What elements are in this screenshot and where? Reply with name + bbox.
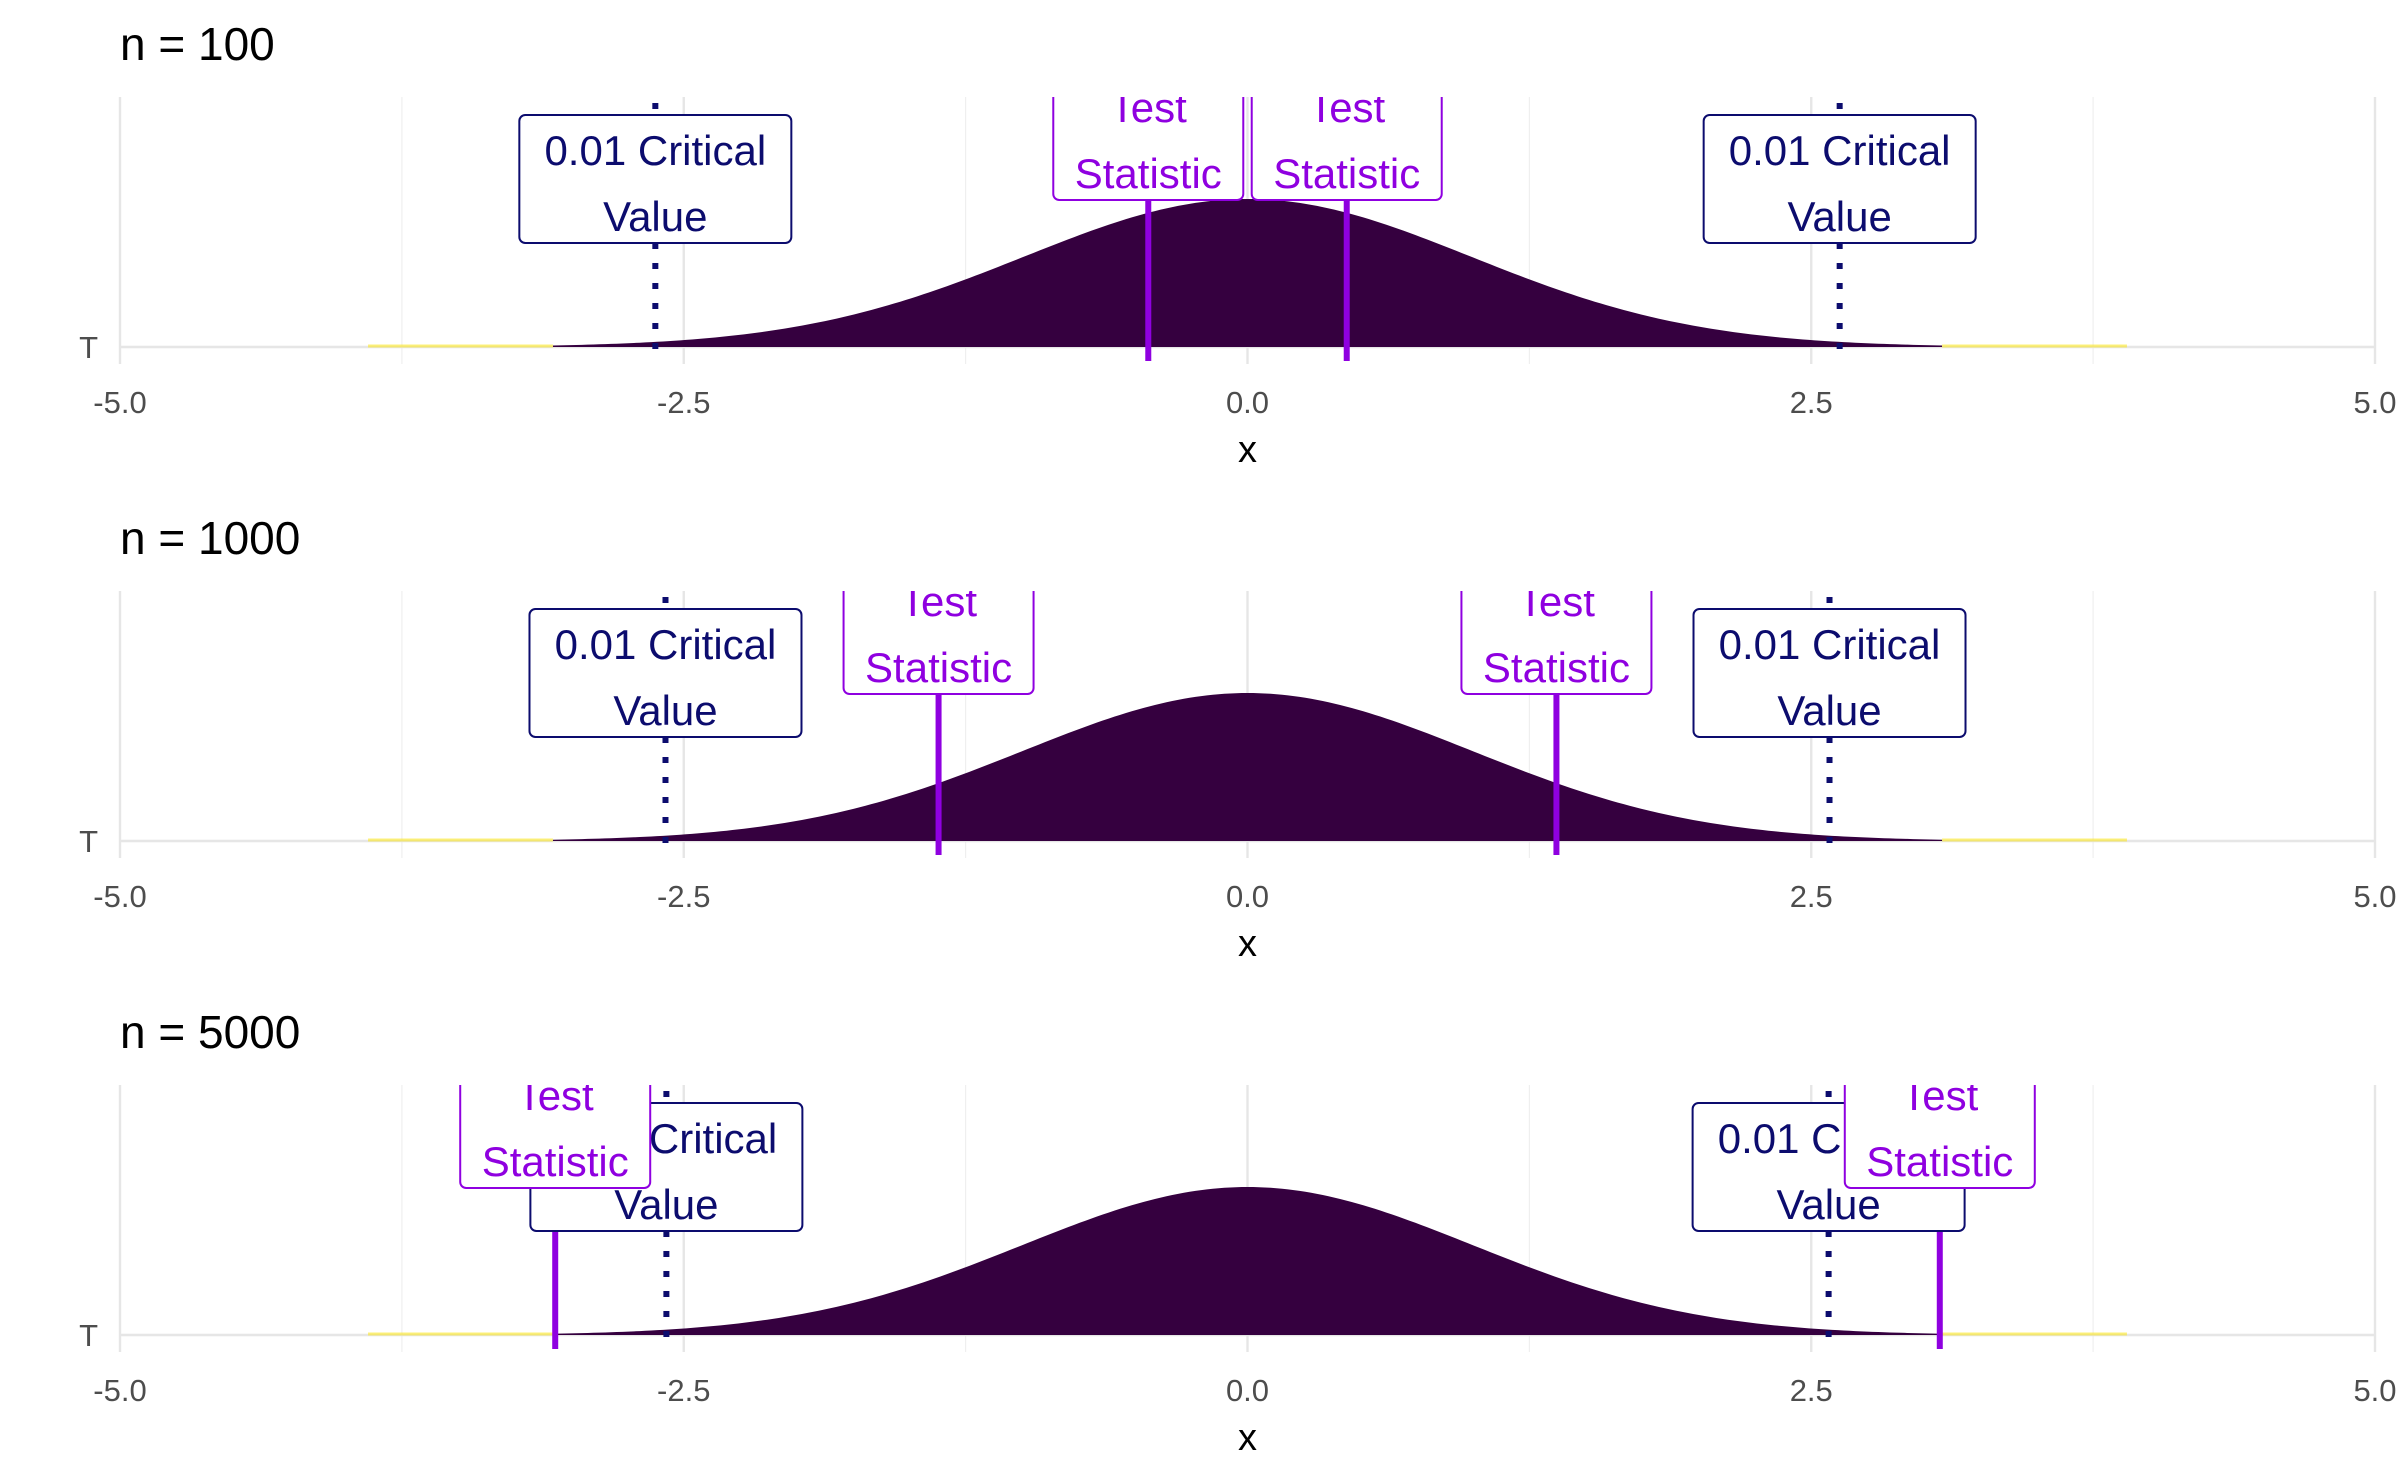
- x-tick-label: 0.0: [1226, 879, 1269, 914]
- panel-title: n = 100: [120, 18, 275, 70]
- test-statistic-label-box: [1052, 97, 1245, 201]
- x-tick-label: 0.0: [1226, 385, 1269, 420]
- test-statistic-label-text: Test: [1110, 84, 1187, 131]
- critical-value-label-box: [1692, 608, 1967, 738]
- test-statistic-label-text: Test: [1518, 578, 1595, 625]
- density-area: [552, 199, 1943, 347]
- y-tick-label: T: [79, 330, 98, 365]
- critical-value-label: 0.01 Critical Value: [518, 114, 793, 244]
- y-tick-label: T: [79, 824, 98, 859]
- test-statistic-label-text: Statistic: [865, 644, 1012, 691]
- critical-value-label-text: Value: [613, 687, 717, 734]
- test-statistic-label-box: [1250, 97, 1443, 201]
- panel-1: n = 100 0.01 Critical Value 0.01 Critical Va…: [79, 18, 2396, 471]
- density-area: [552, 1187, 1943, 1335]
- test-statistic-label-text: Statistic: [1483, 644, 1630, 691]
- test-statistic-label: Test Statistic: [842, 578, 1035, 695]
- critical-value-label: 0.01 Critical Value: [1692, 608, 1967, 738]
- test-statistic-label: Test Statistic: [459, 1072, 652, 1189]
- test-statistic-label-text: Statistic: [1866, 1138, 2013, 1185]
- test-statistic-label-box: [1843, 1085, 2036, 1189]
- x-tick-label: 2.5: [1790, 1373, 1833, 1408]
- x-tick-label: 5.0: [2353, 1373, 2396, 1408]
- test-statistic-label-text: Statistic: [482, 1138, 629, 1185]
- test-statistic-label-box: [1460, 591, 1653, 695]
- x-tick-label: -5.0: [93, 879, 146, 914]
- panel-title: n = 1000: [120, 512, 300, 564]
- x-tick-label: 2.5: [1790, 879, 1833, 914]
- test-statistic-label-text: Test: [1901, 1072, 1978, 1119]
- critical-value-label-text: 0.01 Critical: [544, 127, 766, 174]
- x-tick-label: 2.5: [1790, 385, 1833, 420]
- x-tick-label: 5.0: [2353, 879, 2396, 914]
- test-statistic-label-text: Test: [1308, 84, 1385, 131]
- x-tick-label: -5.0: [93, 385, 146, 420]
- test-statistic-label-text: Test: [900, 578, 977, 625]
- critical-value-label-text: 0.01 Critical: [1729, 127, 1951, 174]
- critical-value-label-box: [518, 114, 793, 244]
- density-area: [552, 693, 1943, 841]
- critical-value-label-box: [528, 608, 803, 738]
- test-statistic-label-text: Statistic: [1273, 150, 1420, 197]
- critical-value-label-text: Value: [1777, 687, 1881, 734]
- x-tick-label: 5.0: [2353, 385, 2396, 420]
- x-axis-title: x: [1238, 429, 1257, 471]
- critical-value-label: 0.01 Critical Value: [528, 608, 803, 738]
- x-tick-label: -2.5: [657, 879, 710, 914]
- critical-value-label-box: [1702, 114, 1977, 244]
- critical-value-label-text: 0.01 Critical: [1719, 621, 1941, 668]
- critical-value-label-text: Value: [1788, 193, 1892, 240]
- x-tick-label: 0.0: [1226, 1373, 1269, 1408]
- critical-value-label-text: 0.01 Critical: [555, 621, 777, 668]
- x-axis-title: x: [1238, 923, 1257, 965]
- test-statistic-label-text: Statistic: [1075, 150, 1222, 197]
- x-tick-label: -5.0: [93, 1373, 146, 1408]
- y-tick-label: T: [79, 1318, 98, 1353]
- test-statistic-label: Test Statistic: [1250, 84, 1443, 201]
- test-statistic-label-box: [842, 591, 1035, 695]
- test-statistic-label: Test Statistic: [1843, 1072, 2036, 1189]
- panel-2: n = 1000 0.01 Critical Value 0.01 Critical V…: [79, 512, 2396, 965]
- x-axis-title: x: [1238, 1417, 1257, 1459]
- panel-title: n = 5000: [120, 1006, 300, 1058]
- test-statistic-label: Test Statistic: [1052, 84, 1245, 201]
- test-statistic-label-box: [459, 1085, 652, 1189]
- critical-value-label-text: Value: [603, 193, 707, 240]
- x-tick-label: -2.5: [657, 1373, 710, 1408]
- critical-value-label: 0.01 Critical Value: [1702, 114, 1977, 244]
- test-statistic-label-text: Test: [517, 1072, 594, 1119]
- x-tick-label: -2.5: [657, 385, 710, 420]
- test-statistic-label: Test Statistic: [1460, 578, 1653, 695]
